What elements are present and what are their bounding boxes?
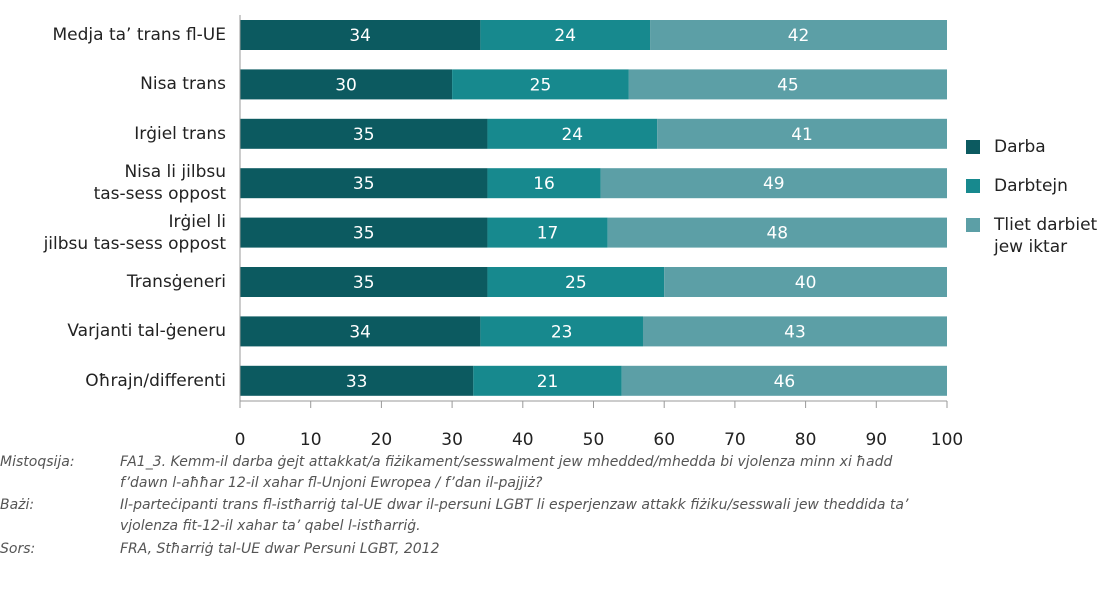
x-tick-label: 90 bbox=[865, 430, 887, 450]
value-label: 16 bbox=[533, 174, 555, 194]
note-text: FRA, Stħarriġ tal-UE dwar Persuni LGBT, … bbox=[120, 541, 440, 557]
value-label: 34 bbox=[349, 26, 371, 46]
value-label: 25 bbox=[530, 75, 552, 95]
bar-segment bbox=[487, 217, 608, 248]
bar-segment bbox=[650, 20, 947, 50]
bar-segment bbox=[240, 69, 453, 100]
category-label: Irġiel trans bbox=[134, 123, 226, 144]
x-tick-label: 0 bbox=[235, 430, 246, 450]
legend-label: Darba bbox=[994, 137, 1046, 157]
value-label: 49 bbox=[763, 174, 785, 194]
value-label: 45 bbox=[777, 75, 799, 95]
bar-segment bbox=[240, 267, 488, 297]
x-tick-label: 70 bbox=[724, 430, 746, 450]
category-label: Oħrajn/differenti bbox=[85, 370, 226, 391]
bar-segment bbox=[240, 168, 488, 199]
note-text: Il-parteċipanti trans fl-istħarriġ tal-U… bbox=[120, 497, 909, 534]
value-label: 35 bbox=[353, 224, 375, 244]
value-label: 21 bbox=[537, 372, 559, 392]
category-label: Medja ta’ trans fl-UE bbox=[52, 25, 227, 45]
bar-segment bbox=[240, 316, 481, 347]
bar-segment bbox=[480, 316, 643, 347]
value-label: 41 bbox=[791, 125, 813, 145]
value-label: 17 bbox=[537, 224, 559, 244]
value-label: 35 bbox=[353, 125, 375, 145]
x-tick-label: 40 bbox=[512, 430, 534, 450]
value-label: 48 bbox=[766, 224, 788, 244]
bar-segment bbox=[240, 20, 481, 50]
bar-segment bbox=[487, 118, 658, 149]
note-label: Sors: bbox=[0, 541, 36, 557]
category-label: Irġiel li jilbsu tas-sess oppost bbox=[43, 211, 226, 254]
value-label: 35 bbox=[353, 174, 375, 194]
value-label: 43 bbox=[784, 322, 806, 342]
x-tick-label: 20 bbox=[371, 430, 393, 450]
legend-label: Tliet darbiet jew iktar bbox=[994, 215, 1098, 257]
bar-segment bbox=[642, 316, 947, 347]
x-tick-label: 50 bbox=[583, 430, 605, 450]
value-label: 40 bbox=[795, 273, 817, 293]
value-label: 34 bbox=[349, 322, 371, 342]
legend-swatch bbox=[966, 218, 980, 232]
value-label: 25 bbox=[565, 273, 587, 293]
value-label: 33 bbox=[346, 372, 368, 392]
bar-segment bbox=[621, 365, 947, 396]
category-label: Nisa trans bbox=[140, 74, 226, 95]
legend-swatch bbox=[966, 140, 980, 154]
legend-swatch bbox=[966, 179, 980, 193]
value-label: 23 bbox=[551, 322, 573, 342]
value-label: 46 bbox=[774, 372, 796, 392]
bar-segment bbox=[607, 217, 947, 248]
bar-segment bbox=[657, 118, 947, 149]
bar-segment bbox=[600, 168, 947, 199]
value-label: 42 bbox=[788, 26, 810, 46]
value-label: 30 bbox=[335, 75, 357, 95]
x-tick-label: 60 bbox=[653, 430, 675, 450]
bar-segment bbox=[240, 217, 488, 248]
bar-segment bbox=[664, 267, 947, 297]
value-label: 24 bbox=[561, 125, 583, 145]
bar-segment bbox=[487, 267, 665, 297]
value-label: 24 bbox=[554, 26, 576, 46]
bar-segment bbox=[487, 168, 601, 199]
category-label: Transġeneri bbox=[126, 272, 226, 292]
x-tick-label: 80 bbox=[795, 430, 817, 450]
x-tick-label: 30 bbox=[441, 430, 463, 450]
x-tick-label: 100 bbox=[931, 430, 963, 450]
bar-segment bbox=[480, 20, 651, 50]
note-text: FA1_3. Kemm-il darba ġejt attakkat/a fiż… bbox=[120, 454, 893, 491]
bar-segment bbox=[473, 365, 622, 396]
bar-segment bbox=[452, 69, 629, 100]
legend-label: Darbtejn bbox=[994, 176, 1068, 196]
bar-segment bbox=[240, 365, 474, 396]
x-tick-label: 10 bbox=[300, 430, 322, 450]
bar-segment bbox=[628, 69, 947, 100]
value-label: 35 bbox=[353, 273, 375, 293]
note-label: Mistoqsija: bbox=[0, 454, 75, 470]
note-label: Bażi: bbox=[0, 497, 35, 513]
bar-segment bbox=[240, 118, 488, 149]
category-label: Varjanti tal-ġeneru bbox=[67, 321, 226, 342]
category-label: Nisa li jilbsu tas-sess oppost bbox=[93, 162, 226, 205]
